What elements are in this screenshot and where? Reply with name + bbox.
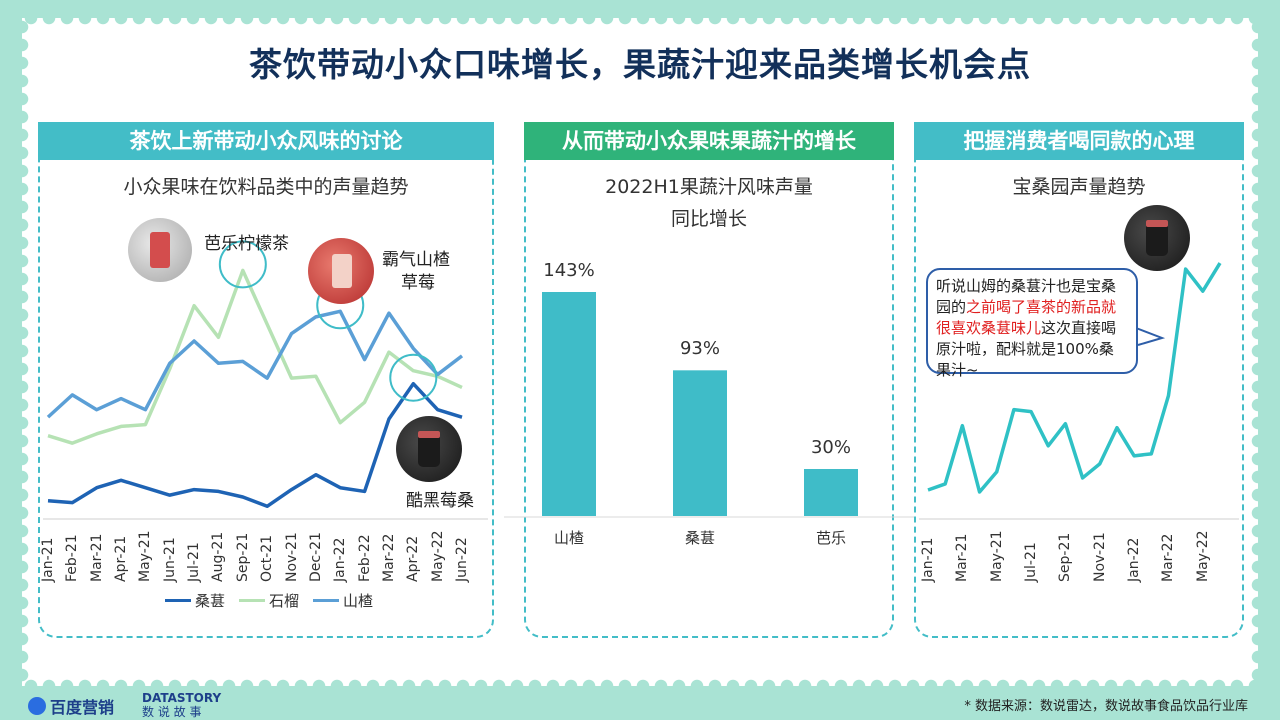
- legend-swatch-shanzha: [313, 599, 340, 602]
- x-tick-label: Jan-22: [332, 537, 349, 582]
- guava-lemon-tea-photo: [128, 218, 192, 282]
- panel-right-subtitle: 宝桑园声量趋势: [1012, 176, 1146, 198]
- line-chart-baosangyuan: [919, 262, 1239, 520]
- highlight-circle-2: [389, 353, 438, 402]
- hawthorn-strawberry-photo: [308, 238, 374, 304]
- series-line-0: [47, 381, 463, 509]
- x-tick-label: Jul-21: [186, 542, 203, 582]
- quote-part-1: 听说山姆的桑葚汁也是宝桑园的: [936, 277, 1117, 316]
- x-tick-label: Feb-21: [64, 534, 81, 582]
- legend-label-sangshen: 桑葚: [195, 592, 226, 610]
- baidu-marketing-logo: 百度营销: [28, 694, 114, 718]
- x-tick-label: Nov-21: [283, 532, 300, 582]
- bar-category-label: 山楂: [553, 529, 584, 547]
- bar-0: [542, 292, 596, 516]
- baosangyuan-line: [927, 262, 1222, 494]
- annotation-strawberry: 草莓: [401, 273, 435, 293]
- x-tick-label: Apr-22: [405, 535, 422, 582]
- datastory-logo: DATASTORY 数 说 故 事: [142, 692, 221, 718]
- x-tick-label: Jan-22: [1126, 537, 1143, 582]
- panel-middle-header: 从而带动小众果味果蔬汁的增长: [524, 122, 894, 160]
- baidu-logo-text: 百度营销: [50, 698, 115, 717]
- x-tick-label: Jan-21: [920, 537, 936, 582]
- data-source-note: * 数据来源：数说雷达，数说故事食品饮品行业库: [964, 699, 1248, 714]
- quote-part-3: 这次直接喝原汁啦，配料就是100%桑果汁~: [936, 319, 1117, 379]
- x-tick-label: Sep-21: [234, 532, 251, 582]
- bar-category-label: 芭乐: [815, 529, 846, 547]
- x-tick-label: Feb-22: [356, 534, 373, 582]
- chart1-legend: 桑葚 石榴 山楂: [165, 590, 373, 611]
- annotation-hawthorn: 霸气山楂: [382, 250, 450, 270]
- series-line-1: [47, 268, 463, 445]
- drink-cup-image: [332, 254, 352, 288]
- datastory-logo-top: DATASTORY: [142, 691, 222, 705]
- x-tick-label: Apr-21: [113, 535, 130, 582]
- legend-label-shanzha: 山楂: [343, 592, 374, 610]
- bar-value-label: 93%: [679, 338, 720, 360]
- x-tick-label: Nov-21: [1091, 532, 1108, 582]
- bar-chart-growth: [504, 292, 914, 518]
- datastory-logo-bottom: 数 说 故 事: [142, 705, 202, 719]
- panel-middle-subtitle-line1: 2022H1果蔬汁风味声量: [605, 176, 813, 198]
- panel-left-subtitle: 小众果味在饮料品类中的声量趋势: [123, 176, 409, 198]
- x-tick-label: May-22: [429, 530, 446, 582]
- bar-value-label: 143%: [543, 260, 595, 281]
- x-tick-label: Mar-22: [380, 533, 397, 582]
- drink-cup-image: [150, 232, 170, 268]
- bar-value-label: 30%: [810, 437, 851, 458]
- consumer-quote-bubble: 听说山姆的桑葚汁也是宝桑园的之前喝了喜茶的新品就很喜欢桑葚味儿这次直接喝原汁啦，…: [926, 268, 1138, 379]
- x-tick-label: Jan-21: [40, 537, 56, 582]
- panel-left-frame: [38, 122, 494, 638]
- x-tick-label: Jun-21: [161, 537, 178, 582]
- heytea-mulberry-photo: [1124, 205, 1190, 271]
- panel-left-header: 茶饮上新带动小众风味的讨论: [38, 122, 494, 160]
- legend-swatch-sangshen: [165, 599, 191, 602]
- legend-label-shiliu: 石榴: [269, 592, 300, 610]
- bubble-tail: [1135, 327, 1166, 346]
- x-tick-label: Mar-22: [1160, 533, 1177, 582]
- legend-swatch-shiliu: [239, 599, 266, 602]
- x-tick-label: Jun-22: [454, 537, 470, 582]
- x-tick-label: Sep-21: [1057, 532, 1074, 582]
- x-tick-label: Aug-21: [210, 531, 227, 582]
- page-title: 茶饮带动小众口味增长，果蔬汁迎来品类增长机会点: [249, 45, 1031, 84]
- drink-cup-image: [418, 431, 440, 467]
- series-line-2: [46, 309, 464, 419]
- bar-category-label: 桑葚: [684, 529, 715, 547]
- bar-2: [804, 469, 858, 516]
- cool-black-mulberry-photo: [396, 416, 462, 482]
- x-tick-label: Oct-21: [259, 534, 276, 582]
- quote-part-2-highlight: 之前喝了喜茶的新品就很喜欢桑葚味儿: [936, 298, 1117, 337]
- baidu-paw-icon: [28, 697, 46, 715]
- line-chart-flavors: [43, 240, 488, 520]
- x-tick-label: Mar-21: [954, 533, 971, 582]
- bar-1: [673, 370, 727, 516]
- drink-cup-image: [1146, 220, 1168, 256]
- panel-middle-subtitle-line2: 同比增长: [670, 208, 747, 230]
- x-tick-label: May-22: [1194, 530, 1211, 582]
- x-tick-label: May-21: [137, 530, 154, 582]
- panel-right-frame: [914, 122, 1244, 638]
- annotation-black-mulberry: 酷黑莓桑: [406, 491, 474, 511]
- panel-middle-frame: [524, 122, 894, 638]
- x-tick-label: Dec-21: [307, 532, 324, 582]
- highlight-circle-0: [218, 240, 267, 289]
- x-tick-label: May-21: [988, 530, 1005, 582]
- annotation-guava-lemon-tea: 芭乐柠檬茶: [204, 234, 289, 254]
- x-tick-label: Mar-21: [88, 533, 105, 582]
- x-tick-label: Jul-21: [1023, 542, 1040, 582]
- panel-right-header: 把握消费者喝同款的心理: [914, 122, 1244, 160]
